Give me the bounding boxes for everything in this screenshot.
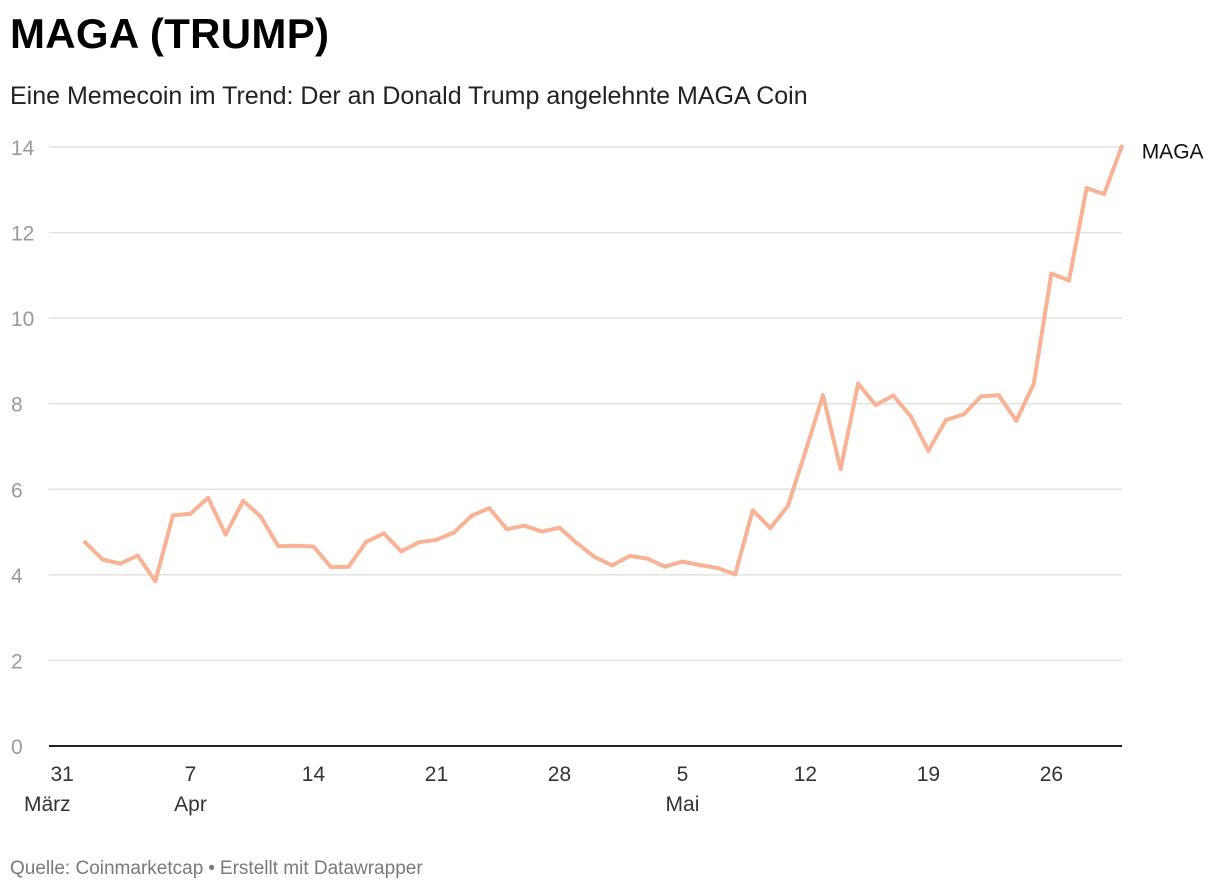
y-tick-label: 2 — [11, 650, 23, 673]
data-point — [698, 563, 703, 568]
data-point — [276, 544, 281, 549]
data-point — [469, 513, 474, 518]
data-point — [610, 563, 615, 568]
data-point — [153, 579, 158, 584]
data-point — [645, 556, 650, 561]
data-point — [258, 514, 263, 519]
data-point — [206, 495, 211, 500]
data-point — [979, 394, 984, 399]
chart-title: MAGA (TRUMP) — [10, 10, 330, 57]
data-point — [785, 503, 790, 508]
x-tick-label: 21 — [425, 763, 448, 786]
data-point — [838, 467, 843, 472]
y-tick-label: 0 — [11, 736, 23, 759]
chart-subtitle: Eine Memecoin im Trend: Der an Donald Tr… — [10, 82, 808, 110]
data-point — [188, 511, 193, 516]
x-tick-label: 7 — [185, 763, 197, 786]
data-point — [170, 513, 175, 518]
data-point — [135, 553, 140, 558]
data-point — [750, 508, 755, 513]
footer: Quelle: Coinmarketcap • Erstellt mit Dataw… — [10, 858, 423, 880]
data-point — [908, 414, 913, 419]
data-point — [1031, 381, 1036, 386]
x-axis-ticks: 31 März 7 Apr 14 21 28 5 Mai 12 19 26 — [24, 763, 1063, 816]
data-point — [100, 557, 105, 562]
data-point — [821, 393, 826, 398]
y-tick-label: 6 — [11, 479, 23, 502]
data-point — [311, 544, 316, 549]
data-point — [557, 525, 562, 530]
data-point — [1066, 278, 1071, 283]
y-tick-label: 4 — [11, 565, 23, 588]
data-point — [1084, 186, 1089, 191]
data-point — [768, 526, 773, 531]
data-point — [364, 539, 369, 544]
data-point — [873, 402, 878, 407]
data-point — [346, 564, 351, 569]
data-point — [118, 561, 123, 566]
data-point — [926, 448, 931, 453]
data-point — [539, 529, 544, 534]
y-axis-ticks: 0 2 4 6 8 10 12 14 — [11, 137, 35, 759]
data-point — [856, 381, 861, 386]
series-label: MAGA — [1142, 141, 1204, 164]
data-point — [241, 498, 246, 503]
y-tick-label: 14 — [11, 137, 35, 160]
y-tick-label: 8 — [11, 394, 23, 417]
data-point — [1014, 418, 1019, 423]
x-tick-label: 5 — [677, 763, 689, 786]
gridlines — [49, 146, 1122, 662]
data-point — [487, 506, 492, 511]
y-tick-label: 10 — [11, 308, 34, 331]
x-tick-label: 28 — [548, 763, 571, 786]
data-point — [803, 449, 808, 454]
x-tick-label: 12 — [794, 763, 817, 786]
data-point — [381, 531, 386, 536]
data-point — [996, 393, 1001, 398]
x-tick-sublabel: Apr — [174, 793, 207, 816]
data-point — [944, 417, 948, 422]
data-point — [575, 541, 580, 546]
data-point — [399, 549, 404, 554]
x-tick-label: 14 — [302, 763, 326, 786]
data-point — [961, 412, 966, 417]
x-tick-sublabel: Mai — [666, 793, 700, 816]
data-point — [416, 540, 421, 545]
data-point — [1049, 271, 1054, 276]
series-line-maga — [83, 144, 1124, 584]
data-point — [662, 564, 667, 569]
data-point — [504, 527, 509, 532]
data-point — [522, 523, 527, 528]
data-point — [452, 530, 457, 535]
data-point — [329, 565, 334, 570]
data-point — [223, 532, 228, 537]
data-point — [1119, 144, 1124, 149]
data-point — [1102, 192, 1107, 197]
data-point — [293, 543, 298, 548]
x-tick-sublabel: März — [24, 793, 71, 816]
data-point — [627, 554, 632, 559]
data-point — [680, 559, 685, 564]
x-tick-label: 26 — [1040, 763, 1063, 786]
data-point — [715, 566, 720, 571]
credit-note: Erstellt mit Datawrapper — [219, 858, 423, 879]
series-group: MAGA — [83, 141, 1204, 584]
data-point — [592, 554, 597, 559]
data-point — [83, 540, 88, 545]
footer-separator: • — [208, 858, 215, 879]
x-tick-label: 19 — [917, 763, 940, 786]
data-point — [733, 572, 738, 577]
data-point — [434, 537, 439, 542]
source-note: Quelle: Coinmarketcap — [10, 858, 204, 879]
x-tick-label: 31 — [51, 763, 74, 786]
y-tick-label: 12 — [11, 223, 34, 246]
data-point — [891, 393, 896, 398]
